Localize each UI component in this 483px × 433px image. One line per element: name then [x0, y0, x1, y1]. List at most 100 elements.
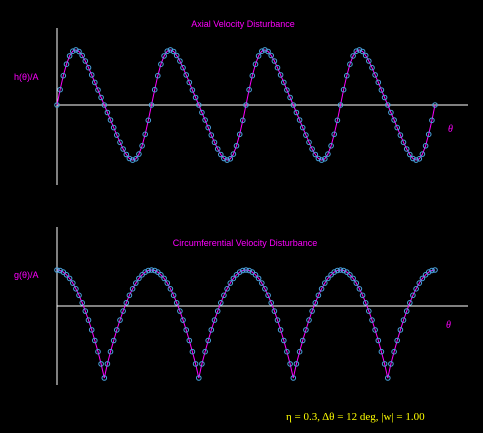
circumferential-data-point: [290, 375, 297, 381]
circumferential-data-point: [224, 286, 230, 292]
circumferential-data-point: [189, 348, 196, 355]
circumferential-data-point: [161, 275, 167, 282]
circumferential-data-point: [277, 327, 284, 333]
axial-data-point: [353, 48, 360, 55]
axial-data-point: [359, 48, 366, 55]
axial-data-point: [117, 139, 123, 146]
axial-data-point: [208, 132, 215, 138]
axial-data-point: [315, 155, 322, 162]
axial-data-point: [325, 151, 331, 157]
circumferential-x-axis-label: θ: [446, 320, 451, 331]
circumferential-data-point: [322, 280, 328, 286]
axial-data-point: [155, 72, 161, 79]
circumferential-data-point: [120, 308, 126, 314]
axial-data-point: [211, 139, 218, 146]
axial-data-point: [120, 146, 126, 152]
circumferential-data-point: [63, 272, 70, 278]
circumferential-data-point: [425, 269, 432, 275]
axial-x-axis-label: θ: [448, 124, 453, 135]
circumferential-data-point: [312, 300, 319, 306]
axial-data-point: [372, 72, 378, 78]
axial-data-point: [303, 132, 309, 138]
axial-data-point: [161, 53, 167, 59]
axial-data-point: [158, 61, 164, 67]
circumferential-data-point: [344, 269, 350, 275]
axial-data-point: [350, 53, 356, 59]
axial-data-point: [227, 156, 234, 162]
axial-data-point: [432, 102, 438, 108]
axial-data-point: [145, 117, 152, 124]
axial-data-point: [296, 117, 303, 123]
circumferential-data-point: [356, 286, 363, 292]
axial-data-point: [189, 87, 196, 93]
circumferential-data-point: [88, 327, 95, 333]
circumferential-data-point: [375, 337, 382, 344]
axial-velocity-chart: Axial Velocity Disturbance h(θ)/A θ: [14, 19, 468, 185]
circumferential-data-point: [79, 300, 85, 306]
circumferential-data-point: [70, 280, 76, 286]
circumferential-data-point: [164, 280, 171, 286]
axial-data-point: [218, 151, 224, 158]
circumferential-data-point: [230, 275, 237, 282]
circumferential-data-point: [262, 286, 268, 292]
circumferential-data-point: [104, 361, 111, 367]
axial-data-point: [362, 52, 369, 59]
circumferential-data-point: [221, 292, 227, 299]
axial-data-point: [252, 61, 259, 67]
circumferential-data-point: [199, 361, 205, 367]
axial-data-point: [196, 102, 202, 108]
circumferential-data-point: [265, 292, 271, 299]
circumferential-data-point: [378, 348, 385, 355]
circumferential-data-point: [76, 292, 82, 299]
circumferential-data-point: [419, 275, 426, 282]
circumferential-data-point: [397, 327, 404, 333]
axial-data-point: [202, 117, 208, 123]
axial-data-point: [54, 102, 60, 108]
circumferential-data-point: [129, 286, 136, 292]
axial-data-point: [265, 48, 271, 55]
axial-data-point: [98, 94, 104, 101]
axial-data-point: [243, 102, 249, 108]
circumferential-data-point: [255, 275, 262, 282]
circumferential-chart-title: Circumferential Velocity Disturbance: [173, 238, 318, 248]
circumferential-data-point: [315, 292, 322, 299]
circumferential-data-point: [196, 375, 202, 381]
circumferential-data-point: [296, 348, 303, 355]
axial-data-point: [419, 151, 426, 157]
axial-data-point: [385, 102, 391, 108]
axial-data-point: [170, 48, 177, 55]
circumferential-data-point: [110, 337, 117, 344]
axial-data-point: [429, 117, 435, 124]
axial-data-point: [375, 79, 382, 86]
circumferential-data-point: [318, 286, 325, 292]
circumferential-data-point: [359, 292, 366, 299]
axial-data-point: [221, 155, 227, 162]
circumferential-data-point: [413, 286, 419, 292]
axial-data-point: [63, 61, 70, 67]
axial-data-point: [214, 146, 221, 152]
circumferential-data-point: [98, 361, 104, 367]
circumferential-data-point: [240, 267, 246, 274]
circumferential-data-point: [366, 308, 372, 314]
axial-data-point: [82, 58, 89, 64]
circumferential-velocity-chart: Circumferential Velocity Disturbance g(θ…: [14, 227, 468, 385]
axial-data-point: [268, 52, 275, 59]
axial-data-point: [322, 156, 328, 162]
circumferential-data-point: [369, 317, 375, 323]
axial-data-point: [246, 86, 252, 93]
axial-data-point: [114, 132, 120, 138]
axial-data-point: [110, 124, 117, 131]
circumferential-data-point: [126, 292, 133, 299]
circumferential-data-point: [340, 267, 347, 274]
circumferential-data-point: [385, 375, 391, 381]
circumferential-data-point: [66, 275, 73, 282]
circumferential-data-point: [334, 267, 341, 274]
circumferential-data-point: [101, 375, 108, 381]
circumferential-data-point: [218, 300, 224, 306]
axial-series-line: [56, 49, 436, 161]
axial-data-point: [240, 117, 246, 124]
axial-data-point: [410, 155, 416, 162]
axial-data-point: [85, 64, 92, 71]
circumferential-data-point: [353, 280, 360, 286]
axial-chart-title: Axial Velocity Disturbance: [191, 19, 295, 29]
